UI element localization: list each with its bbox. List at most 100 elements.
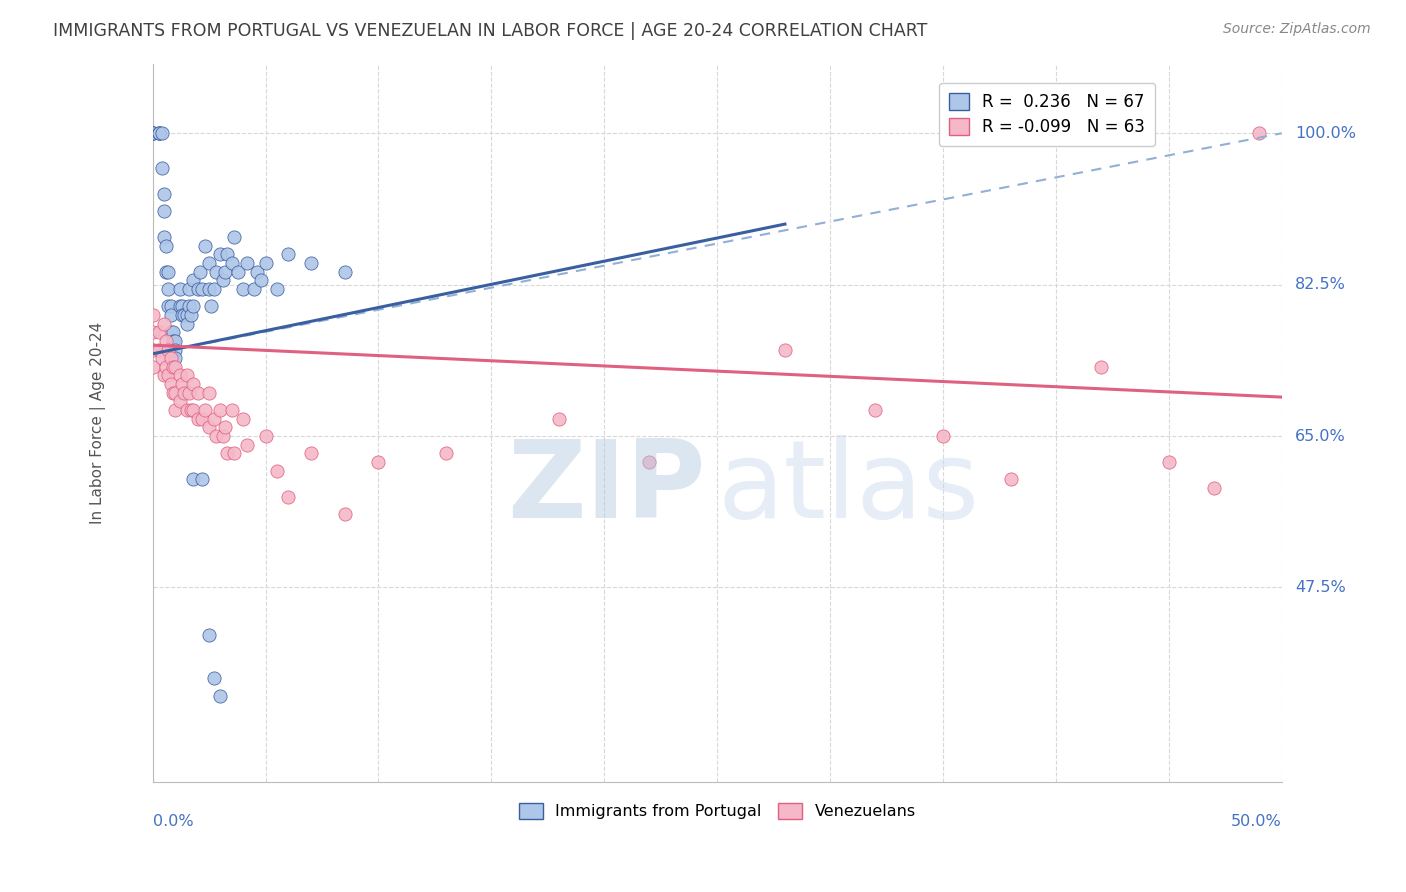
Point [181,299,204,313]
Point [299,446,322,460]
Point [191,411,214,425]
Point [548,411,571,425]
Point [177,385,200,400]
Point [148,126,170,140]
Point [277,247,299,261]
Legend: Immigrants from Portugal, Venezuelans: Immigrants from Portugal, Venezuelans [512,797,922,826]
Point [932,429,955,443]
Point [205,429,228,443]
Point [221,256,243,270]
Point [159,308,181,322]
Point [211,429,233,443]
Point [169,299,191,313]
Point [155,238,177,252]
Point [150,351,173,366]
Point [148,343,170,357]
Point [157,282,180,296]
Point [194,238,217,252]
Point [202,282,225,296]
Point [202,671,225,685]
Point [865,403,887,417]
Point [209,403,232,417]
Point [170,377,193,392]
Point [236,256,259,270]
Point [176,368,198,383]
Point [198,385,221,400]
Point [211,273,233,287]
Point [222,446,245,460]
Text: 47.5%: 47.5% [1295,580,1346,595]
Point [1000,472,1022,486]
Text: IMMIGRANTS FROM PORTUGAL VS VENEZUELAN IN LABOR FORCE | AGE 20-24 CORRELATION CH: IMMIGRANTS FROM PORTUGAL VS VENEZUELAN I… [53,22,928,40]
Point [187,282,209,296]
Point [162,385,184,400]
Point [150,126,173,140]
Point [153,186,176,201]
Text: 65.0%: 65.0% [1295,428,1346,443]
Point [194,403,217,417]
Point [153,317,176,331]
Point [217,446,239,460]
Point [176,317,198,331]
Point [157,368,180,383]
Point [181,377,204,392]
Point [1202,481,1225,495]
Point [142,325,165,339]
Point [180,403,202,417]
Point [367,455,389,469]
Point [142,126,165,140]
Point [221,403,243,417]
Point [165,343,187,357]
Point [142,343,165,357]
Point [159,377,181,392]
Point [198,256,221,270]
Point [165,334,187,348]
Point [155,334,177,348]
Point [198,420,221,434]
Point [142,359,165,374]
Point [148,126,170,140]
Point [162,334,184,348]
Point [142,126,165,140]
Point [170,299,193,313]
Point [142,308,165,322]
Text: Source: ZipAtlas.com: Source: ZipAtlas.com [1223,22,1371,37]
Point [254,429,277,443]
Point [202,411,225,425]
Point [638,455,661,469]
Point [1090,359,1112,374]
Point [299,256,322,270]
Point [157,265,180,279]
Point [1157,455,1180,469]
Text: 82.5%: 82.5% [1295,277,1346,293]
Point [173,385,195,400]
Text: 50.0%: 50.0% [1232,814,1282,830]
Point [232,411,254,425]
Point [209,247,232,261]
Point [773,343,796,357]
Point [148,126,170,140]
Point [157,343,180,357]
Point [250,273,273,287]
Point [191,472,214,486]
Point [170,308,193,322]
Point [181,472,204,486]
Text: ZIP: ZIP [508,434,706,541]
Text: atlas: atlas [717,434,979,541]
Point [159,325,181,339]
Point [181,403,204,417]
Point [232,282,254,296]
Point [169,394,191,409]
Point [153,230,176,244]
Point [176,308,198,322]
Point [187,411,209,425]
Point [159,351,181,366]
Point [434,446,457,460]
Point [159,299,181,313]
Point [266,282,288,296]
Point [266,464,288,478]
Point [198,628,221,642]
Point [1249,126,1271,140]
Point [165,351,187,366]
Point [155,359,177,374]
